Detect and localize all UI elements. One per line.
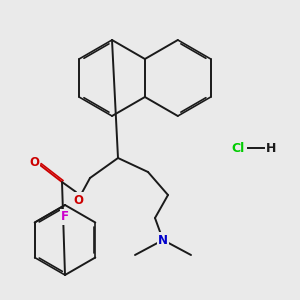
Text: N: N bbox=[158, 233, 168, 247]
Text: H: H bbox=[266, 142, 276, 154]
Text: F: F bbox=[61, 211, 69, 224]
Text: Cl: Cl bbox=[231, 142, 244, 154]
Text: O: O bbox=[29, 157, 39, 169]
Text: O: O bbox=[73, 194, 83, 206]
